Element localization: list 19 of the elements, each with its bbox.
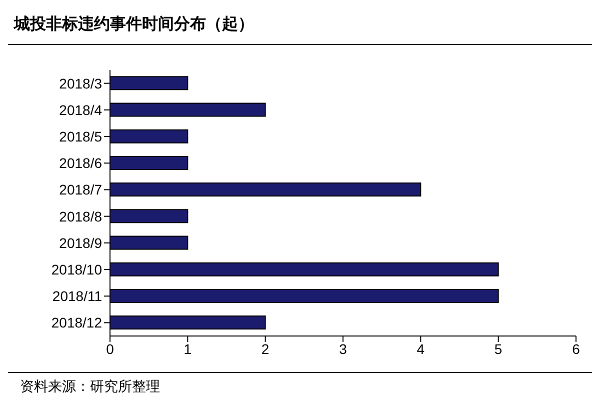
y-tick-label: 2018/7 bbox=[59, 182, 102, 198]
y-tick-label: 2018/6 bbox=[59, 155, 102, 172]
x-tick-label: 6 bbox=[572, 340, 580, 357]
y-tick-label: 2018/11 bbox=[52, 288, 102, 304]
chart-title: 城投非标违约事件时间分布（起） bbox=[14, 14, 254, 35]
x-tick-label: 3 bbox=[339, 340, 348, 357]
y-tick-label: 2018/8 bbox=[59, 208, 102, 224]
x-tick-label: 0 bbox=[106, 340, 114, 357]
y-tick-label: 2018/4 bbox=[59, 102, 102, 118]
text: 资料来源：研究所整理 bbox=[20, 378, 160, 396]
x-tick-label: 2 bbox=[261, 340, 270, 357]
x-tick-label: 1 bbox=[184, 340, 192, 357]
x-tick-label: 5 bbox=[494, 340, 502, 357]
y-tick-label: 2018/10 bbox=[51, 261, 102, 278]
x-tick-label: 4 bbox=[416, 340, 425, 357]
y-tick-label: 2018/9 bbox=[59, 234, 102, 251]
y-tick-label: 2018/5 bbox=[59, 128, 102, 144]
y-tick-label: 2018/3 bbox=[59, 75, 102, 92]
y-tick-label: 2018/12 bbox=[51, 314, 102, 331]
